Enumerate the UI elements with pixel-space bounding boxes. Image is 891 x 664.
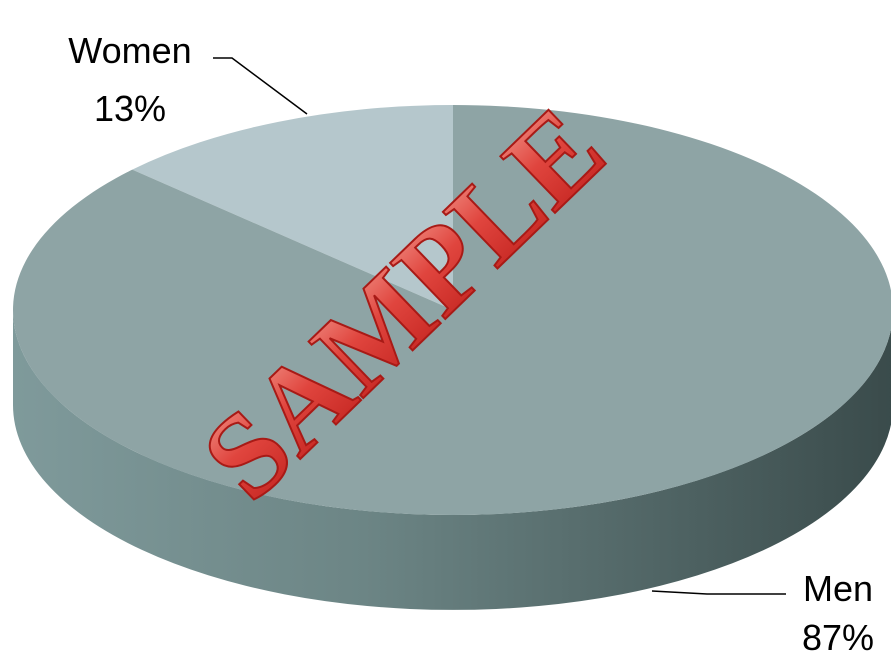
slice-percent-men: 87% [802, 617, 874, 658]
leader-line-women [213, 57, 308, 115]
slice-label-men: Men [803, 568, 873, 609]
slice-label-women: Women [68, 30, 191, 71]
leader-line-men [651, 590, 786, 595]
slice-percent-women: 13% [94, 88, 166, 129]
pie-side-wall-shape [13, 310, 891, 610]
pie-slice-women [132, 105, 454, 310]
pie-top-face [13, 105, 891, 515]
pie-side-wall [13, 310, 891, 610]
pie-slice-men [13, 105, 891, 515]
